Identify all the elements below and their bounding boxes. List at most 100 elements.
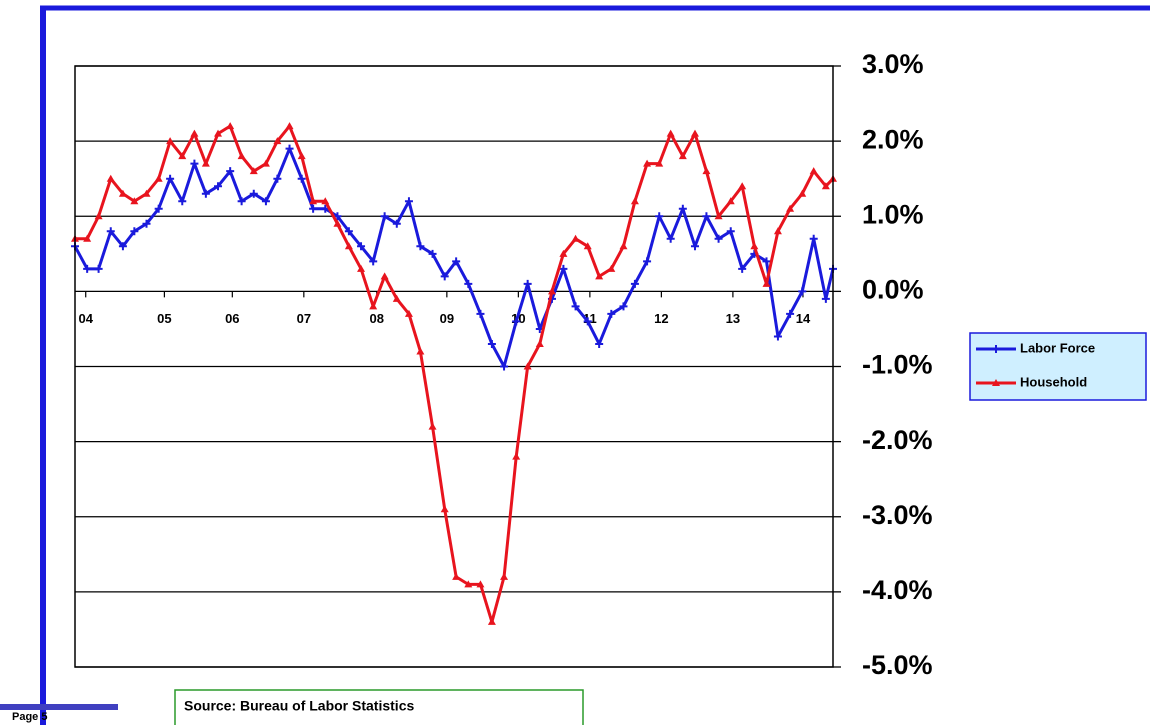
- marker: [464, 279, 473, 288]
- series: [71, 144, 837, 371]
- marker: [535, 339, 544, 347]
- marker: [249, 189, 258, 198]
- marker: [237, 197, 246, 206]
- marker: [607, 264, 616, 272]
- marker: [440, 505, 449, 513]
- marker: [166, 137, 175, 145]
- marker: [619, 302, 628, 311]
- legend-box: [969, 332, 1147, 401]
- marker: [773, 227, 782, 235]
- marker: [452, 572, 461, 580]
- y-tick-label: 3.0%: [862, 49, 924, 79]
- marker: [702, 167, 711, 175]
- marker: [738, 182, 747, 190]
- marker: [702, 212, 711, 221]
- marker: [154, 204, 163, 213]
- marker: [786, 204, 795, 212]
- x-tick-label: 06: [225, 311, 239, 326]
- marker: [106, 227, 115, 236]
- marker: [369, 302, 378, 310]
- marker: [798, 189, 807, 197]
- marker: [773, 332, 782, 341]
- marker: [380, 272, 389, 280]
- series-group: [71, 122, 837, 625]
- marker: [714, 212, 723, 220]
- marker: [821, 182, 830, 190]
- marker: [690, 129, 699, 137]
- marker: [798, 287, 807, 296]
- y-tick-label: -3.0%: [862, 500, 933, 530]
- marker: [992, 379, 1000, 386]
- source: Source: Bureau of Labor Statistics: [184, 698, 414, 714]
- marker: [130, 197, 139, 205]
- legend: Labor Force Household: [969, 332, 1147, 401]
- marker: [357, 264, 366, 272]
- y-tick-label: 0.0%: [862, 275, 924, 305]
- marker: [83, 264, 92, 273]
- marker: [678, 152, 687, 160]
- marker: [655, 159, 664, 167]
- legend-label: Labor Force: [1020, 340, 1095, 355]
- x-tick-label: 04: [78, 311, 93, 326]
- y-tick-label: -2.0%: [862, 425, 933, 455]
- marker: [261, 159, 270, 167]
- marker: [226, 122, 235, 130]
- x-tick-label: 05: [157, 311, 171, 326]
- marker: [738, 264, 747, 273]
- marker: [404, 197, 413, 206]
- y-tick-label: -4.0%: [862, 575, 933, 605]
- marker: [201, 189, 210, 198]
- x-tick-label: 13: [726, 311, 740, 326]
- marker: [762, 279, 771, 287]
- marker: [237, 152, 246, 160]
- marker: [201, 159, 210, 167]
- marker: [571, 234, 580, 242]
- marker: [83, 234, 92, 242]
- marker: [357, 242, 366, 251]
- marker: [821, 294, 830, 303]
- marker: [440, 272, 449, 281]
- marker: [142, 189, 151, 197]
- marker: [583, 317, 592, 326]
- marker: [285, 122, 294, 130]
- marker: [992, 345, 1000, 353]
- marker: [416, 347, 425, 355]
- marker: [762, 257, 771, 266]
- marker: [333, 219, 342, 227]
- marker: [630, 197, 639, 205]
- marker: [500, 572, 509, 580]
- marker: [392, 219, 401, 228]
- marker: [487, 617, 496, 625]
- marker: [261, 197, 270, 206]
- marker: [285, 144, 294, 153]
- marker: [809, 234, 818, 243]
- marker: [547, 287, 556, 295]
- marker: [452, 257, 461, 266]
- marker: [476, 309, 485, 318]
- marker: [500, 362, 509, 371]
- marker: [178, 152, 187, 160]
- y-tick-label: 2.0%: [862, 124, 924, 154]
- marker: [416, 242, 425, 251]
- marker: [643, 257, 652, 266]
- marker: [404, 309, 413, 317]
- y-tick-label: -5.0%: [862, 650, 933, 680]
- marker: [190, 159, 199, 168]
- marker: [523, 362, 532, 370]
- marker: [666, 129, 675, 137]
- marker: [583, 242, 592, 250]
- marker: [786, 309, 795, 318]
- marker: [595, 339, 604, 348]
- marker: [214, 129, 223, 137]
- x-tick-label: 14: [796, 311, 811, 326]
- series: [71, 122, 837, 625]
- marker: [571, 302, 580, 311]
- x-tick-label: 08: [370, 311, 384, 326]
- marker: [809, 167, 818, 175]
- marker: [226, 167, 235, 176]
- marker: [476, 580, 485, 588]
- marker: [94, 212, 103, 220]
- marker: [464, 580, 473, 588]
